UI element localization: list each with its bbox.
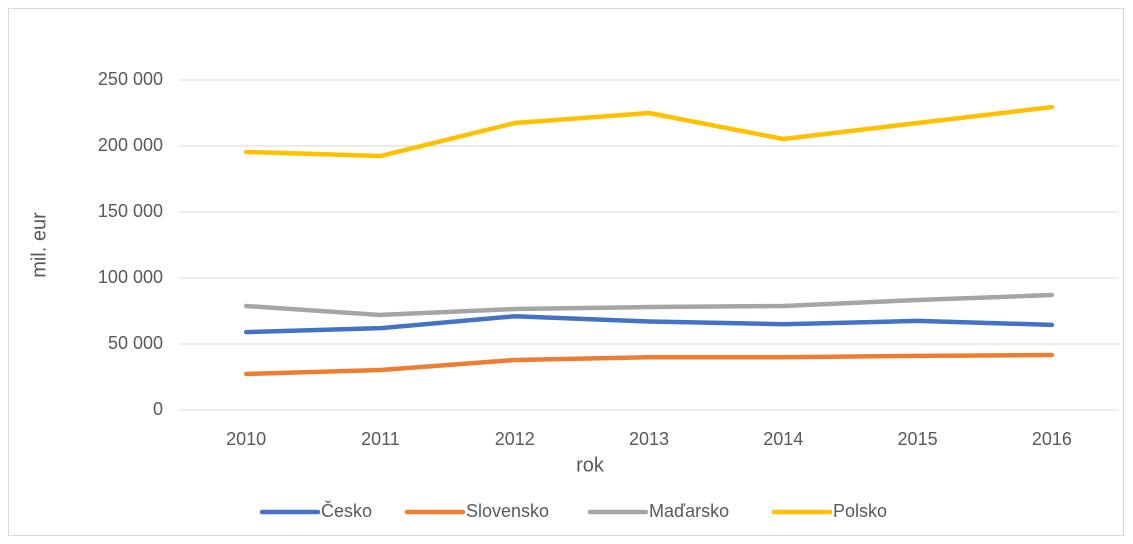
series-line	[243, 292, 1055, 318]
y-tick-label: 150 000	[98, 201, 163, 221]
series-line	[243, 314, 1055, 335]
x-tick-label: 2010	[226, 429, 266, 449]
y-tick-label: 50 000	[108, 333, 163, 353]
x-tick-label: 2013	[629, 429, 669, 449]
legend-label: Polsko	[833, 501, 887, 521]
x-tick-label: 2016	[1032, 429, 1072, 449]
legend-label: Slovensko	[466, 501, 549, 521]
legend-label: Maďarsko	[649, 501, 729, 521]
x-tick-label: 2011	[361, 429, 400, 449]
chart-frame	[8, 8, 1124, 536]
x-tick-label: 2012	[495, 429, 535, 449]
y-axis-title: mil. eur	[28, 212, 50, 278]
series-line	[243, 352, 1055, 377]
x-tick-label: 2015	[898, 429, 938, 449]
x-axis-title: rok	[576, 454, 605, 476]
y-tick-label: 200 000	[98, 135, 163, 155]
legend-label: Česko	[321, 500, 372, 521]
x-tick-label: 2014	[763, 429, 803, 449]
y-tick-label: 250 000	[98, 69, 163, 89]
series-line	[243, 104, 1055, 159]
y-tick-label: 0	[153, 399, 163, 419]
y-tick-label: 100 000	[98, 267, 163, 287]
